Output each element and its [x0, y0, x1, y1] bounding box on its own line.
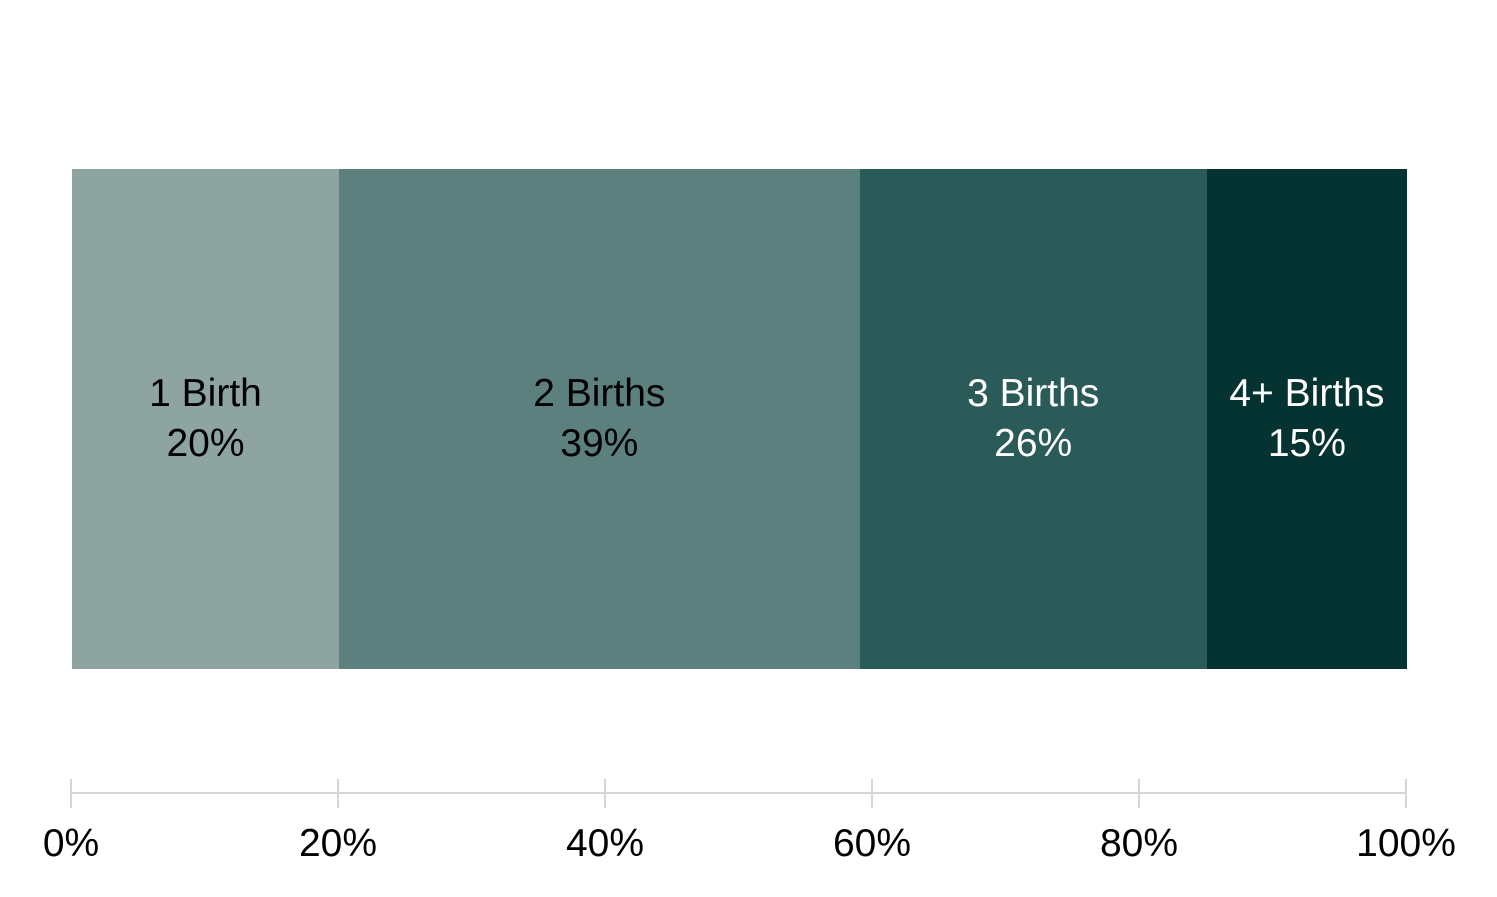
x-axis-tick-label: 0% — [42, 822, 100, 865]
x-axis-tick — [1405, 779, 1407, 808]
segment-value-label: 26% — [994, 422, 1073, 465]
segment-value-label: 15% — [1267, 422, 1346, 465]
segment-category-label: 1 Birth — [149, 372, 262, 415]
bar-segment-2-births: 2 Births 39% — [339, 169, 860, 669]
x-axis-tick-label: 80% — [1099, 822, 1179, 865]
x-axis-tick — [1138, 779, 1140, 808]
x-axis-tick — [871, 779, 873, 808]
bar-segment-3-births: 3 Births 26% — [859, 169, 1207, 669]
x-axis-tick-label: 20% — [298, 822, 378, 865]
segment-value-label: 39% — [560, 422, 639, 465]
bar-segment-4plus-births: 4+ Births 15% — [1206, 169, 1407, 669]
x-axis-line — [71, 792, 1407, 794]
stacked-bar: 1 Birth 20% 2 Births 39% 3 Births 26% 4+… — [72, 169, 1407, 669]
bar-segment-1-birth: 1 Birth 20% — [72, 169, 339, 669]
segment-category-label: 4+ Births — [1229, 372, 1385, 415]
x-axis-tick — [70, 779, 72, 808]
segment-value-label: 20% — [166, 422, 245, 465]
x-axis-tick — [604, 779, 606, 808]
x-axis-tick — [337, 779, 339, 808]
x-axis-tick-label: 60% — [832, 822, 912, 865]
segment-category-label: 3 Births — [967, 372, 1100, 415]
segment-category-label: 2 Births — [533, 372, 666, 415]
x-axis-tick-label: 100% — [1356, 822, 1456, 865]
x-axis-tick-label: 40% — [565, 822, 645, 865]
